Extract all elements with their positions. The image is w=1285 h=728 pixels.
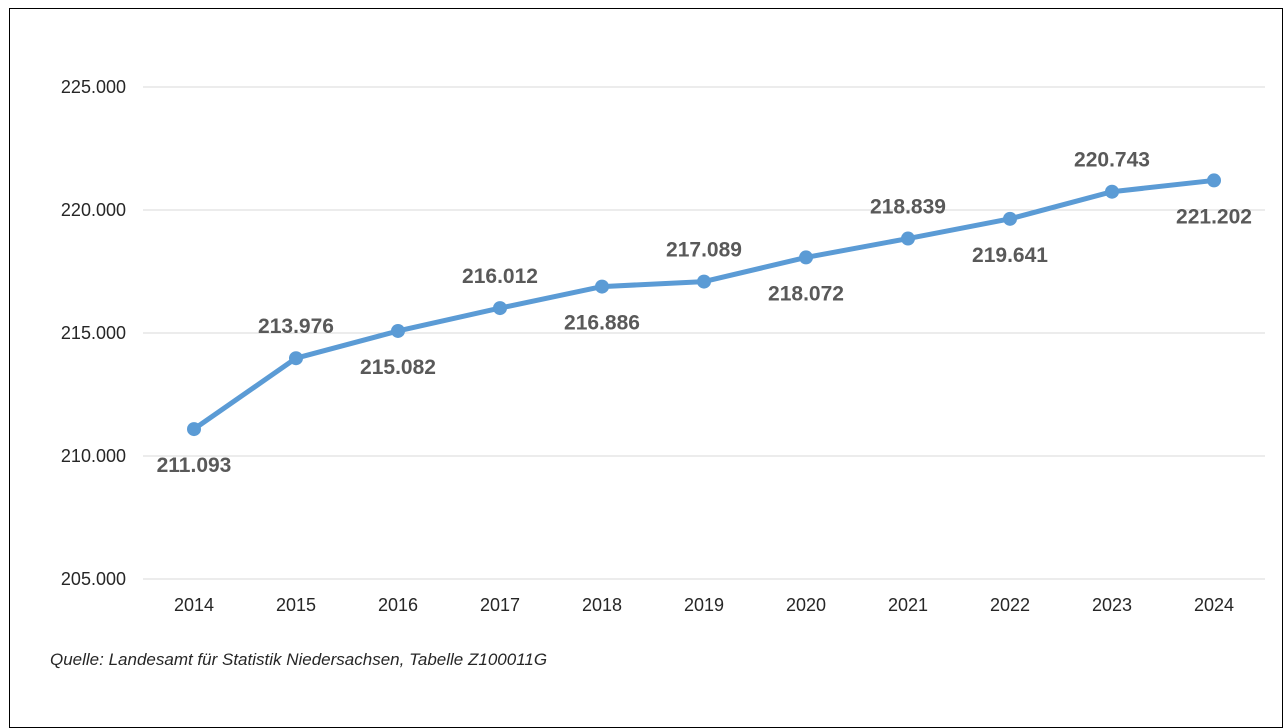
x-tick-label: 2017 [480, 595, 520, 615]
data-label: 216.886 [564, 312, 640, 335]
y-tick-label: 210.000 [61, 446, 126, 466]
data-label: 215.082 [360, 356, 436, 379]
x-tick-label: 2016 [378, 595, 418, 615]
y-tick-label: 225.000 [61, 77, 126, 97]
data-label: 217.089 [666, 239, 742, 262]
data-label: 218.072 [768, 282, 844, 305]
series-path [191, 177, 1217, 432]
data-point [1003, 211, 1017, 226]
y-tick-label: 220.000 [61, 200, 126, 220]
x-axis: 2014 2015 2016 2017 2018 2019 2020 2021 2022 2023… [174, 595, 1234, 615]
data-point [493, 301, 507, 316]
y-tick-label: 205.000 [61, 569, 126, 589]
data-point [391, 323, 405, 338]
data-label: 218.839 [870, 196, 946, 219]
gridlines [143, 86, 1265, 580]
x-tick-label: 2022 [990, 595, 1030, 615]
x-tick-label: 2018 [582, 595, 622, 615]
data-point [289, 351, 303, 366]
data-label: 219.641 [972, 244, 1048, 267]
data-label: 213.976 [258, 315, 334, 338]
data-labels: 211.093 213.976 215.082 216.012 216.886 217.0… [157, 149, 1252, 477]
y-tick-label: 215.000 [61, 323, 126, 343]
x-tick-label: 2014 [174, 595, 214, 615]
data-point [799, 250, 813, 265]
data-label: 221.202 [1176, 205, 1252, 228]
x-tick-label: 2019 [684, 595, 724, 615]
data-label: 220.743 [1074, 149, 1150, 172]
source-note: Quelle: Landesamt für Statistik Niedersa… [50, 650, 548, 669]
data-point [595, 279, 609, 294]
data-label: 211.093 [157, 454, 232, 477]
x-tick-label: 2024 [1194, 595, 1234, 615]
series-line [187, 173, 1221, 437]
data-point [901, 231, 915, 246]
data-point [1207, 173, 1221, 188]
data-point [187, 422, 201, 437]
data-point [1105, 184, 1119, 199]
y-axis: 205.000 210.000 215.000 220.000 225.000 [61, 77, 126, 589]
x-tick-label: 2015 [276, 595, 316, 615]
x-tick-label: 2023 [1092, 595, 1132, 615]
line-chart: 205.000 210.000 215.000 220.000 225.000 2014… [61, 77, 1265, 615]
data-point [697, 274, 711, 289]
x-tick-label: 2020 [786, 595, 826, 615]
data-label: 216.012 [462, 265, 538, 288]
x-tick-label: 2021 [888, 595, 928, 615]
